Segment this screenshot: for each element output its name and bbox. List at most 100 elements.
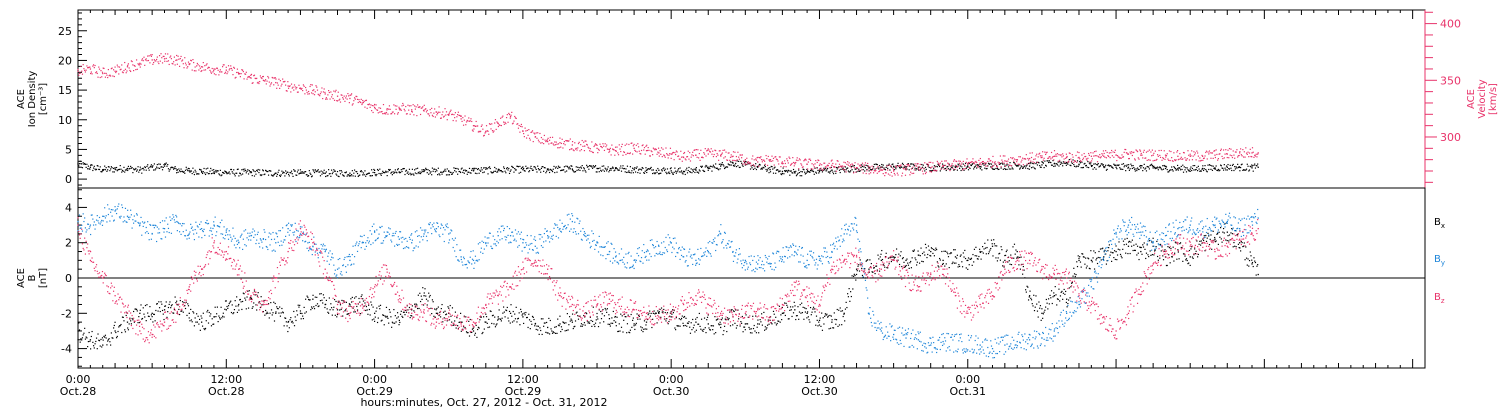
data-dot bbox=[730, 154, 732, 156]
data-dot bbox=[100, 338, 102, 341]
data-dot bbox=[882, 164, 884, 166]
data-dot bbox=[378, 305, 380, 307]
data-dot bbox=[950, 252, 953, 254]
data-dot bbox=[714, 149, 716, 151]
data-dot bbox=[583, 150, 586, 152]
data-dot bbox=[644, 328, 646, 330]
data-dot bbox=[553, 165, 555, 168]
data-dot bbox=[147, 312, 149, 314]
data-dot bbox=[598, 149, 600, 151]
data-dot bbox=[452, 324, 454, 326]
data-dot bbox=[167, 53, 169, 55]
data-dot bbox=[509, 170, 511, 172]
data-dot bbox=[1168, 150, 1171, 152]
data-dot bbox=[382, 170, 384, 172]
data-dot bbox=[901, 175, 903, 177]
data-dot bbox=[961, 261, 963, 263]
data-dot bbox=[1077, 165, 1079, 168]
data-dot bbox=[365, 305, 368, 308]
data-dot bbox=[396, 105, 398, 107]
data-dot bbox=[1117, 248, 1119, 250]
data-dot bbox=[720, 319, 723, 321]
data-point bbox=[1189, 256, 1191, 258]
data-dot bbox=[1214, 156, 1217, 159]
data-dot bbox=[487, 173, 489, 175]
data-dot bbox=[238, 309, 240, 311]
data-dot bbox=[552, 168, 554, 170]
data-point bbox=[732, 162, 734, 164]
data-dot bbox=[1120, 168, 1122, 170]
data-dot bbox=[881, 169, 883, 171]
data-dot bbox=[845, 301, 847, 303]
data-dot bbox=[655, 169, 657, 171]
data-dot bbox=[120, 323, 122, 326]
data-point bbox=[1257, 152, 1259, 154]
data-dot bbox=[532, 169, 534, 171]
data-dot bbox=[536, 325, 538, 327]
data-dot bbox=[535, 132, 537, 134]
data-dot bbox=[231, 304, 233, 306]
data-dot bbox=[959, 265, 961, 268]
data-dot bbox=[540, 171, 542, 173]
data-dot bbox=[485, 168, 487, 170]
data-dot bbox=[426, 304, 428, 306]
data-dot bbox=[267, 174, 270, 176]
data-dot bbox=[216, 67, 218, 69]
data-dot bbox=[104, 334, 107, 336]
data-point bbox=[880, 259, 882, 262]
data-dot bbox=[425, 295, 427, 297]
data-dot bbox=[878, 171, 880, 173]
data-dot bbox=[263, 299, 265, 302]
data-dot bbox=[992, 168, 994, 170]
data-dot bbox=[348, 95, 350, 97]
data-dot bbox=[1253, 156, 1255, 158]
data-dot bbox=[522, 166, 524, 168]
data-dot bbox=[579, 315, 581, 317]
data-dot bbox=[695, 166, 697, 169]
data-dot bbox=[541, 142, 543, 144]
data-dot bbox=[884, 172, 887, 174]
data-point bbox=[614, 149, 617, 152]
data-dot bbox=[735, 327, 738, 329]
data-dot bbox=[481, 169, 483, 171]
data-dot bbox=[932, 169, 934, 172]
data-dot bbox=[849, 300, 851, 302]
data-dot bbox=[399, 172, 401, 174]
data-dot bbox=[83, 68, 85, 70]
data-dot bbox=[809, 159, 812, 162]
data-dot bbox=[1033, 162, 1036, 164]
data-dot bbox=[282, 312, 284, 314]
data-dot bbox=[580, 167, 583, 169]
data-dot bbox=[365, 99, 368, 101]
data-dot bbox=[1231, 164, 1234, 167]
data-dot bbox=[766, 327, 768, 329]
data-dot bbox=[511, 123, 514, 125]
data-dot bbox=[878, 168, 880, 170]
data-dot bbox=[514, 313, 516, 315]
data-dot bbox=[607, 166, 609, 168]
data-dot bbox=[1188, 154, 1190, 156]
data-point bbox=[670, 153, 672, 155]
data-dot bbox=[1243, 169, 1245, 171]
data-dot bbox=[1013, 160, 1015, 162]
data-dot bbox=[326, 98, 328, 100]
data-dot bbox=[472, 130, 474, 132]
data-dot bbox=[824, 315, 826, 317]
data-dot bbox=[668, 320, 670, 323]
data-dot bbox=[543, 322, 545, 324]
data-dot bbox=[901, 162, 904, 164]
data-dot bbox=[259, 174, 261, 176]
data-dot bbox=[1105, 169, 1108, 171]
data-dot bbox=[788, 170, 790, 172]
data-dot bbox=[107, 340, 109, 342]
data-dot bbox=[798, 158, 801, 160]
data-dot bbox=[661, 170, 663, 172]
y-tick-label: 0 bbox=[65, 272, 72, 285]
data-dot bbox=[690, 168, 692, 170]
data-dot bbox=[82, 162, 84, 164]
data-dot bbox=[870, 169, 872, 172]
data-dot bbox=[1016, 256, 1019, 258]
data-dot bbox=[1158, 149, 1160, 152]
data-dot bbox=[304, 171, 306, 173]
data-dot bbox=[1230, 167, 1232, 169]
